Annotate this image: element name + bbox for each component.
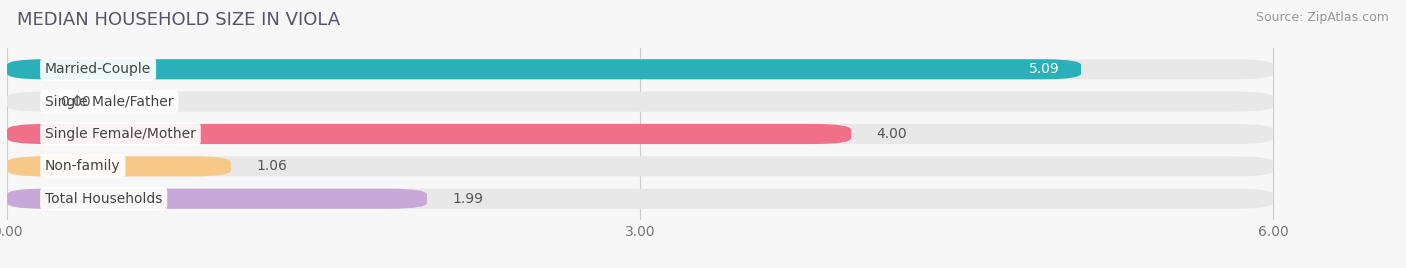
FancyBboxPatch shape [7,124,1272,144]
Text: Total Households: Total Households [45,192,162,206]
Text: Non-family: Non-family [45,159,121,173]
Text: Source: ZipAtlas.com: Source: ZipAtlas.com [1256,11,1389,24]
FancyBboxPatch shape [7,59,1081,79]
Text: 1.99: 1.99 [453,192,484,206]
FancyBboxPatch shape [7,59,1272,79]
Text: Married-Couple: Married-Couple [45,62,152,76]
FancyBboxPatch shape [7,92,1272,112]
Text: 1.06: 1.06 [256,159,287,173]
Text: MEDIAN HOUSEHOLD SIZE IN VIOLA: MEDIAN HOUSEHOLD SIZE IN VIOLA [17,11,340,29]
FancyBboxPatch shape [7,189,427,209]
FancyBboxPatch shape [7,124,851,144]
Text: 0.00: 0.00 [60,95,90,109]
FancyBboxPatch shape [7,156,1272,176]
FancyBboxPatch shape [7,189,1272,209]
Text: Single Female/Mother: Single Female/Mother [45,127,195,141]
Text: 4.00: 4.00 [876,127,907,141]
FancyBboxPatch shape [7,156,231,176]
Text: 5.09: 5.09 [1029,62,1060,76]
Text: Single Male/Father: Single Male/Father [45,95,173,109]
